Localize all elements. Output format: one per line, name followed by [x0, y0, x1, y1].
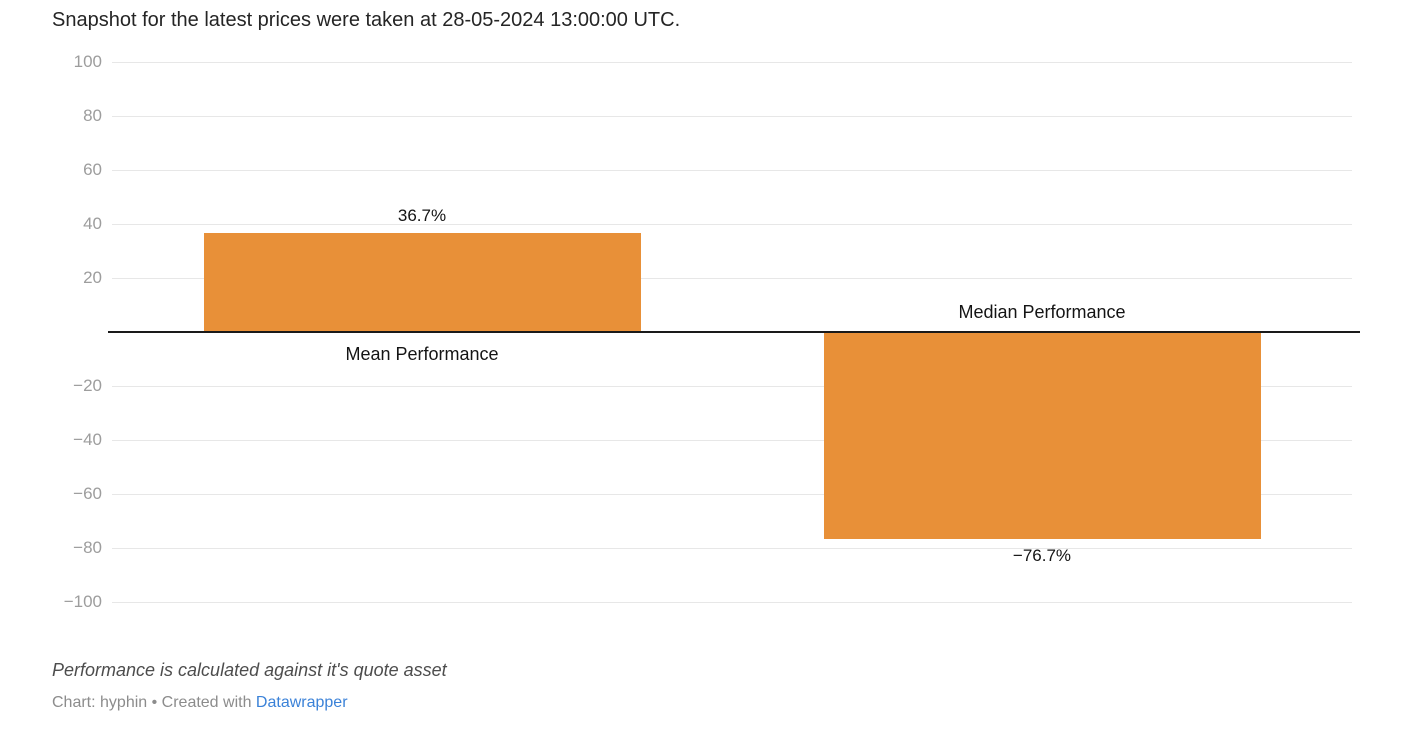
category-label: Mean Performance: [345, 344, 499, 364]
gridline: [112, 224, 1352, 225]
gridline: [112, 440, 1352, 441]
bar-value-label: 36.7%: [397, 206, 447, 225]
gridline: [112, 62, 1352, 63]
attribution-text: Chart: hyphin • Created with: [52, 694, 256, 711]
attribution: Chart: hyphin • Created with Datawrapper: [52, 692, 348, 714]
y-tick-label: 40: [83, 214, 102, 233]
gridline: [112, 602, 1352, 603]
gridline: [112, 278, 1352, 279]
bar-mean-performance: [204, 233, 641, 332]
datawrapper-link[interactable]: Datawrapper: [255, 694, 348, 711]
gridline: [112, 494, 1352, 495]
gridline: [112, 386, 1352, 387]
y-tick-label: −40: [73, 430, 102, 449]
category-label: Median Performance: [958, 302, 1126, 322]
y-tick-label: 20: [83, 268, 102, 287]
y-tick-label: −100: [63, 592, 102, 611]
y-tick-label: −80: [73, 538, 102, 557]
zero-line: [108, 331, 1360, 333]
gridline: [112, 548, 1352, 549]
gridline: [112, 170, 1352, 171]
bar-value-label: −76.7%: [1012, 546, 1072, 565]
bar-median-performance: [824, 332, 1261, 539]
gridline: [112, 116, 1352, 117]
y-tick-label: −60: [73, 484, 102, 503]
y-tick-label: 80: [83, 106, 102, 125]
y-tick-label: 60: [83, 160, 102, 179]
y-tick-label: −20: [73, 376, 102, 395]
chart-title: Snapshot for the latest prices were take…: [52, 9, 681, 31]
y-tick-label: 100: [73, 52, 102, 71]
chart-note: Performance is calculated against it's q…: [52, 660, 447, 680]
